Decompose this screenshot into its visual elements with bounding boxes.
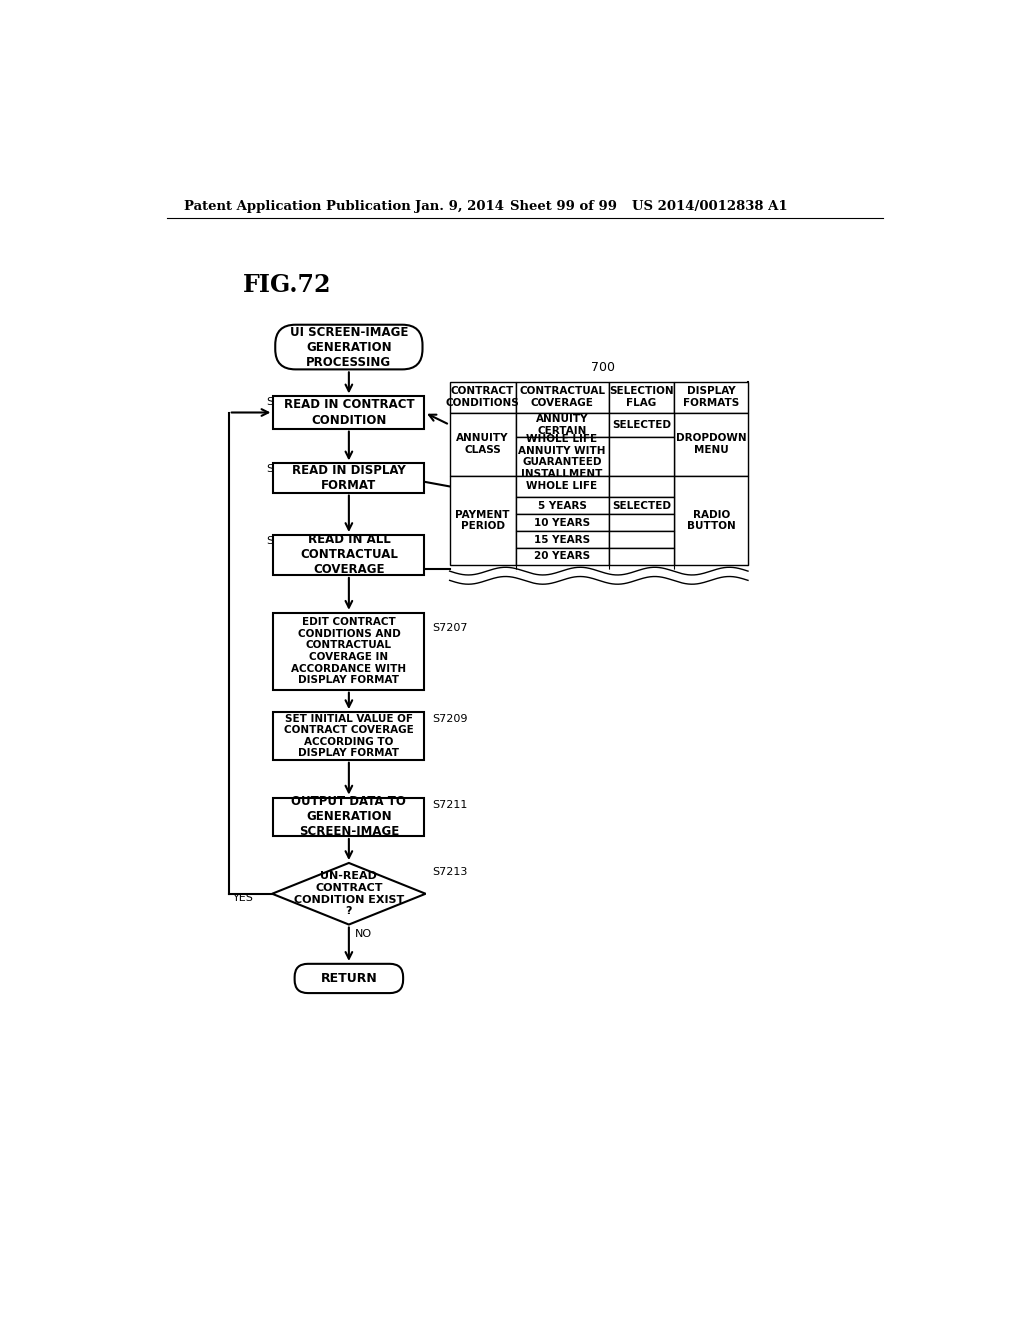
Text: ANNUITY
CERTAIN: ANNUITY CERTAIN — [536, 414, 588, 436]
Text: 5 YEARS: 5 YEARS — [538, 500, 587, 511]
Text: CONTRACTUAL
COVERAGE: CONTRACTUAL COVERAGE — [519, 387, 605, 408]
Text: S7205: S7205 — [266, 536, 301, 546]
Text: 20 YEARS: 20 YEARS — [534, 552, 590, 561]
Text: S7209: S7209 — [432, 714, 468, 723]
Bar — [515, 381, 608, 412]
Bar — [675, 412, 748, 475]
Bar — [450, 412, 515, 475]
Bar — [273, 463, 424, 492]
Text: READ IN DISPLAY
FORMAT: READ IN DISPLAY FORMAT — [292, 463, 406, 492]
Bar — [515, 437, 608, 475]
Text: FIG.72: FIG.72 — [243, 273, 331, 297]
Bar — [450, 475, 515, 565]
Bar — [608, 498, 675, 515]
Text: YES: YES — [232, 892, 254, 903]
Text: SELECTED: SELECTED — [612, 420, 671, 430]
Text: 15 YEARS: 15 YEARS — [534, 535, 590, 545]
Text: RETURN: RETURN — [321, 972, 377, 985]
Bar — [450, 381, 515, 412]
Text: US 2014/0012838 A1: US 2014/0012838 A1 — [632, 199, 787, 213]
Polygon shape — [272, 863, 426, 924]
Bar — [273, 396, 424, 429]
Text: NO: NO — [355, 929, 372, 939]
Bar — [515, 498, 608, 515]
Text: S7213: S7213 — [432, 867, 468, 878]
Text: SELECTION
FLAG: SELECTION FLAG — [609, 387, 674, 408]
Text: UN-READ
CONTRACT
CONDITION EXIST
?: UN-READ CONTRACT CONDITION EXIST ? — [294, 871, 404, 916]
Text: CONTRACT
CONDITIONS: CONTRACT CONDITIONS — [445, 387, 519, 408]
Text: S7207: S7207 — [432, 623, 468, 634]
Text: Sheet 99 of 99: Sheet 99 of 99 — [510, 199, 617, 213]
Bar — [675, 475, 748, 565]
Bar — [608, 515, 675, 531]
FancyBboxPatch shape — [275, 325, 423, 370]
Bar — [515, 515, 608, 531]
Bar — [273, 797, 424, 836]
Text: Jan. 9, 2014: Jan. 9, 2014 — [415, 199, 504, 213]
Text: WHOLE LIFE
ANNUITY WITH
GUARANTEED
INSTALLMENT: WHOLE LIFE ANNUITY WITH GUARANTEED INSTA… — [518, 434, 606, 479]
Bar — [273, 711, 424, 760]
Text: 10 YEARS: 10 YEARS — [534, 517, 590, 528]
Text: DISPLAY
FORMATS: DISPLAY FORMATS — [683, 387, 739, 408]
Bar — [608, 381, 675, 412]
Text: RADIO
BUTTON: RADIO BUTTON — [687, 510, 735, 531]
Text: READ IN ALL
CONTRACTUAL
COVERAGE: READ IN ALL CONTRACTUAL COVERAGE — [300, 533, 397, 577]
Bar — [515, 548, 608, 565]
Text: Patent Application Publication: Patent Application Publication — [183, 199, 411, 213]
Text: EDIT CONTRACT
CONDITIONS AND
CONTRACTUAL
COVERAGE IN
ACCORDANCE WITH
DISPLAY FOR: EDIT CONTRACT CONDITIONS AND CONTRACTUAL… — [291, 618, 407, 685]
Text: PAYMENT
PERIOD: PAYMENT PERIOD — [456, 510, 510, 531]
Text: DROPDOWN
MENU: DROPDOWN MENU — [676, 433, 746, 455]
Bar — [608, 412, 675, 437]
Bar — [515, 412, 608, 437]
Text: S7211: S7211 — [432, 800, 468, 810]
Bar — [608, 437, 675, 475]
Bar — [608, 548, 675, 565]
Text: UI SCREEN-IMAGE
GENERATION
PROCESSING: UI SCREEN-IMAGE GENERATION PROCESSING — [290, 326, 408, 368]
Bar — [515, 475, 608, 498]
Bar — [675, 381, 748, 412]
Text: WHOLE LIFE: WHOLE LIFE — [526, 482, 598, 491]
Bar — [608, 475, 675, 498]
Text: 700: 700 — [591, 362, 615, 375]
FancyBboxPatch shape — [295, 964, 403, 993]
Text: SET INITIAL VALUE OF
CONTRACT COVERAGE
ACCORDING TO
DISPLAY FORMAT: SET INITIAL VALUE OF CONTRACT COVERAGE A… — [284, 714, 414, 758]
Text: SELECTED: SELECTED — [612, 500, 671, 511]
Text: ANNUITY
CLASS: ANNUITY CLASS — [457, 433, 509, 455]
Text: S7201: S7201 — [266, 397, 301, 407]
Bar — [608, 531, 675, 548]
Bar — [273, 612, 424, 689]
Text: S7203: S7203 — [266, 463, 301, 474]
Text: READ IN CONTRACT
CONDITION: READ IN CONTRACT CONDITION — [284, 399, 414, 426]
Text: OUTPUT DATA TO
GENERATION
SCREEN-IMAGE: OUTPUT DATA TO GENERATION SCREEN-IMAGE — [292, 795, 407, 838]
Bar — [515, 531, 608, 548]
Bar — [273, 535, 424, 576]
